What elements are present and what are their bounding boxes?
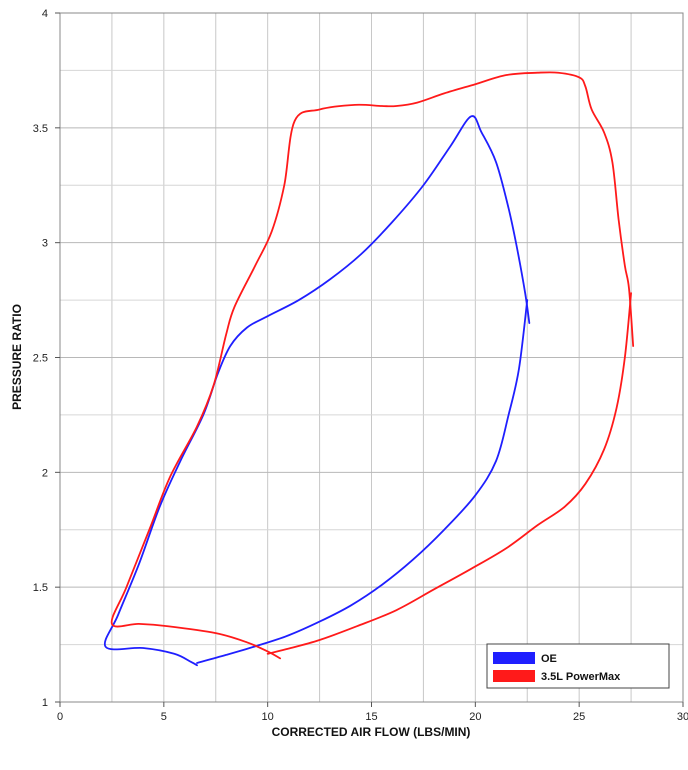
- x-axis-title: CORRECTED AIR FLOW (LBS/MIN): [272, 725, 471, 739]
- x-tick-label: 20: [469, 711, 481, 723]
- series-return-line-oe: [196, 299, 529, 664]
- y-tick-label: 1: [42, 697, 48, 709]
- x-tick-label: 15: [365, 711, 377, 723]
- axes: 0 5 10 15 20 25 30 1 1.5 2 2.5 3 3.5 4: [33, 8, 688, 723]
- series-lines: [103, 71, 635, 667]
- legend-label-oe: OE: [541, 653, 557, 665]
- y-tick-label: 4: [42, 8, 48, 20]
- y-tick-label: 3.5: [33, 123, 48, 135]
- series-line-powermax: [110, 71, 635, 660]
- legend-label-powermax: 3.5L PowerMax: [541, 671, 621, 683]
- x-tick-label: 5: [161, 711, 167, 723]
- legend-swatch-powermax: [493, 670, 535, 682]
- legend: OE 3.5L PowerMax: [486, 643, 670, 689]
- x-tick-label: 25: [573, 711, 585, 723]
- x-tick-label: 0: [57, 711, 63, 723]
- y-tick-label: 2.5: [33, 353, 48, 365]
- legend-swatch-oe: [493, 652, 535, 664]
- x-tick-label: 10: [262, 711, 274, 723]
- y-tick-label: 1.5: [33, 582, 48, 594]
- grid: [60, 13, 683, 702]
- y-tick-label: 3: [42, 238, 48, 250]
- series-line-oe: [103, 115, 531, 667]
- y-tick-label: 2: [42, 467, 48, 479]
- y-axis-title: PRESSURE RATIO: [10, 304, 24, 410]
- x-tick-label: 30: [677, 711, 688, 723]
- series-return-line-powermax: [266, 292, 632, 655]
